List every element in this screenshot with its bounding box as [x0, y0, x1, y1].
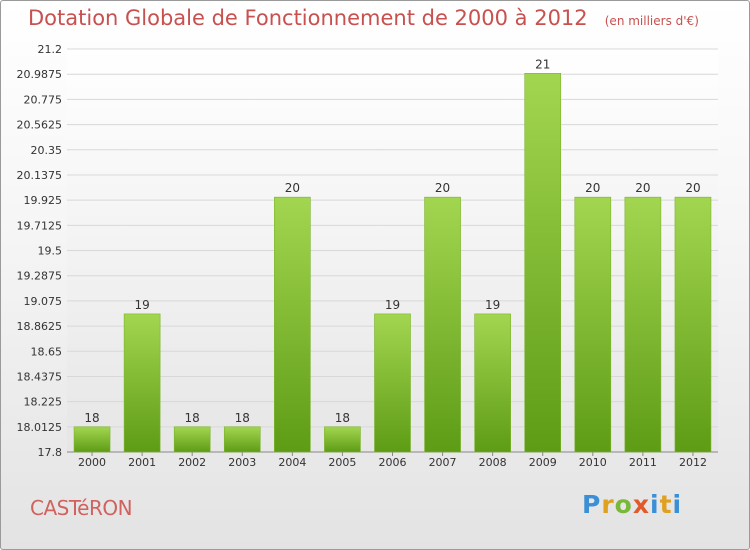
y-tick-label: 20.5625 [17, 119, 63, 132]
data-label: 21 [535, 57, 550, 71]
y-tick-label: 18.65 [31, 345, 63, 358]
x-tick-label: 2011 [629, 456, 657, 469]
bar-2006 [374, 313, 411, 453]
x-tick-label: 2005 [328, 456, 356, 469]
x-tick-label: 2002 [178, 456, 206, 469]
x-tick-label: 2012 [679, 456, 707, 469]
y-tick-label: 20.35 [31, 144, 63, 157]
y-tick-label: 18.225 [24, 396, 63, 409]
y-tick-label: 18.8625 [17, 320, 63, 333]
bar-2010 [574, 196, 612, 453]
y-tick-label: 20.1375 [17, 169, 63, 182]
data-label: 20 [685, 181, 700, 195]
chart-title: Dotation Globale de Fonctionnement de 20… [28, 6, 588, 30]
data-label: 19 [485, 298, 500, 312]
y-tick-label: 21.2 [38, 43, 63, 56]
bar-2005 [324, 426, 361, 453]
chart-title-row: Dotation Globale de Fonctionnement de 20… [28, 6, 699, 30]
bar-2012 [674, 196, 712, 453]
data-label: 19 [134, 298, 149, 312]
bar-2003 [223, 426, 261, 453]
bar-2009 [524, 72, 562, 453]
proxiti-logo: Proxiti [582, 490, 683, 519]
x-tick-label: 2006 [379, 456, 407, 469]
x-tick-label: 2010 [579, 456, 607, 469]
x-tick-label: 2000 [78, 456, 106, 469]
data-label: 20 [285, 181, 300, 195]
data-label: 20 [435, 181, 450, 195]
bar-2011 [624, 196, 662, 453]
bars-group [73, 72, 712, 453]
data-label: 20 [635, 181, 650, 195]
x-tick-label: 2001 [128, 456, 156, 469]
data-labels: 18 19 18 18 20 18 19 20 19 21 20 20 20 [84, 57, 700, 425]
bar-2004 [274, 196, 311, 453]
x-tick-label: 2008 [479, 456, 507, 469]
bar-2002 [173, 426, 211, 453]
data-label: 20 [585, 181, 600, 195]
bar-2001 [123, 313, 161, 453]
x-tick-label: 2009 [529, 456, 557, 469]
data-label: 19 [385, 298, 400, 312]
x-axis-ticks: 2000 2001 2002 2003 2004 2005 2006 2007 2008 2009… [78, 452, 707, 469]
data-label: 18 [335, 411, 350, 425]
y-tick-label: 18.0125 [17, 421, 63, 434]
data-label: 18 [185, 411, 200, 425]
x-tick-label: 2007 [429, 456, 457, 469]
y-tick-label: 20.9875 [17, 68, 63, 81]
bar-2007 [424, 196, 461, 453]
x-tick-label: 2004 [278, 456, 306, 469]
data-label: 18 [84, 411, 99, 425]
chart-subtitle: (en milliers d'€) [604, 14, 699, 28]
x-tick-label: 2003 [228, 456, 256, 469]
y-tick-label: 17.8 [38, 446, 63, 459]
bar-2008 [474, 313, 511, 453]
y-tick-label: 18.4375 [17, 370, 63, 383]
y-tick-label: 20.775 [24, 93, 63, 106]
y-tick-label: 19.925 [24, 194, 63, 207]
data-label: 18 [235, 411, 250, 425]
y-tick-label: 19.7125 [17, 219, 63, 232]
y-axis-ticks: 17.8 18.0125 18.225 18.4375 18.65 18.8625 19.0… [17, 43, 63, 459]
y-tick-label: 19.5 [38, 245, 63, 258]
bar-2000 [73, 426, 111, 453]
commune-name: CASTéRON [30, 496, 133, 520]
y-tick-label: 19.2875 [17, 270, 63, 283]
y-tick-label: 19.075 [24, 295, 63, 308]
